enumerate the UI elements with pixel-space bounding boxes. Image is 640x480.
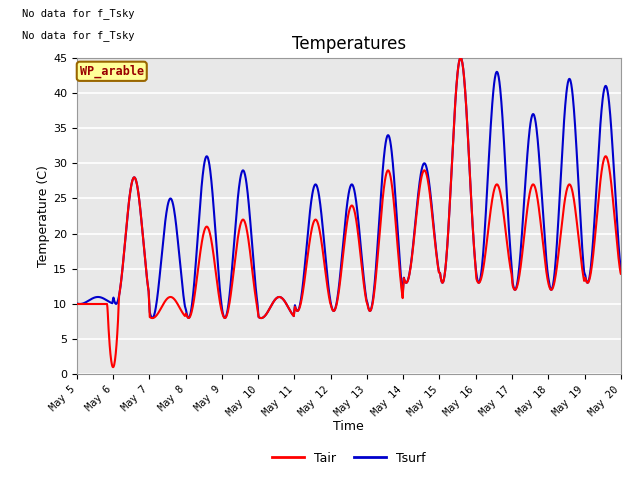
- Title: Temperatures: Temperatures: [292, 35, 406, 53]
- Legend: Tair, Tsurf: Tair, Tsurf: [268, 446, 430, 469]
- Text: WP_arable: WP_arable: [80, 65, 144, 78]
- Text: No data for f_Tsky: No data for f_Tsky: [22, 31, 135, 41]
- X-axis label: Time: Time: [333, 420, 364, 433]
- Text: No data for f_Tsky: No data for f_Tsky: [22, 9, 135, 19]
- Y-axis label: Temperature (C): Temperature (C): [37, 165, 50, 267]
